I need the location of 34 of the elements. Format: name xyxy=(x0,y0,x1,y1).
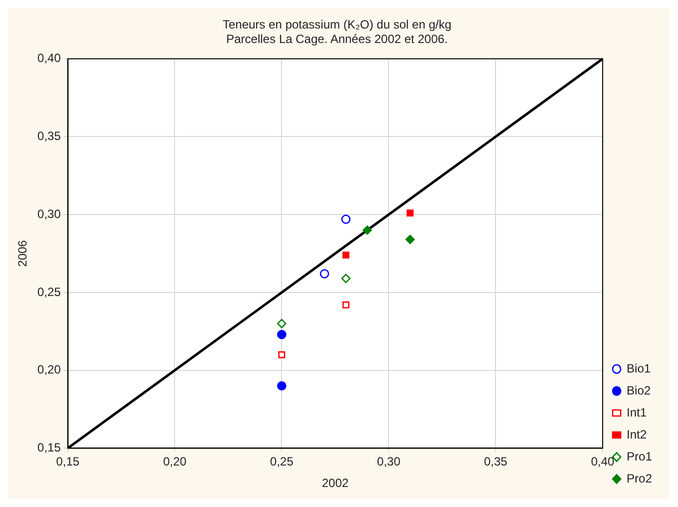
point xyxy=(362,225,372,235)
legend-label: Bio1 xyxy=(626,361,651,376)
y-tick-label: 0,25 xyxy=(37,284,62,299)
point xyxy=(277,318,286,328)
y-tick-label: 0,40 xyxy=(37,51,62,66)
legend-label: Bio2 xyxy=(626,383,651,398)
point xyxy=(341,274,351,284)
x-tick-label: 0,35 xyxy=(484,454,508,469)
x-tick-label: 0,40 xyxy=(590,454,615,469)
point xyxy=(342,301,350,308)
x-tick-label: 0,20 xyxy=(163,454,187,469)
chart-title: Teneurs en potassium (K₂O) du sol en g/kg xyxy=(222,18,452,32)
point xyxy=(278,351,286,358)
point xyxy=(406,210,414,216)
legend-label: Pro2 xyxy=(626,471,652,486)
point xyxy=(341,214,351,224)
point xyxy=(320,269,330,278)
point xyxy=(277,330,286,340)
y-tick-label: 0,20 xyxy=(37,362,62,377)
point xyxy=(342,252,350,259)
x-tick-label: 0,25 xyxy=(270,454,294,469)
x-tick-label: 0,30 xyxy=(377,454,401,469)
point xyxy=(277,381,286,391)
y-tick-label: 0,15 xyxy=(37,440,62,455)
legend-label: Int1 xyxy=(626,405,647,420)
chart-subtitle: Parcelles La Cage. Années 2002 et 2006. xyxy=(226,32,448,46)
x-tick-label: 0,15 xyxy=(56,454,80,469)
legend-label: Pro1 xyxy=(626,449,652,464)
legend-label: Int2 xyxy=(626,427,647,442)
y-axis-title: 2006 xyxy=(16,240,30,267)
y-tick-label: 0,30 xyxy=(37,206,62,221)
x-axis-title: 2002 xyxy=(322,476,349,490)
point xyxy=(405,234,415,244)
y-tick-label: 0,35 xyxy=(37,128,62,143)
